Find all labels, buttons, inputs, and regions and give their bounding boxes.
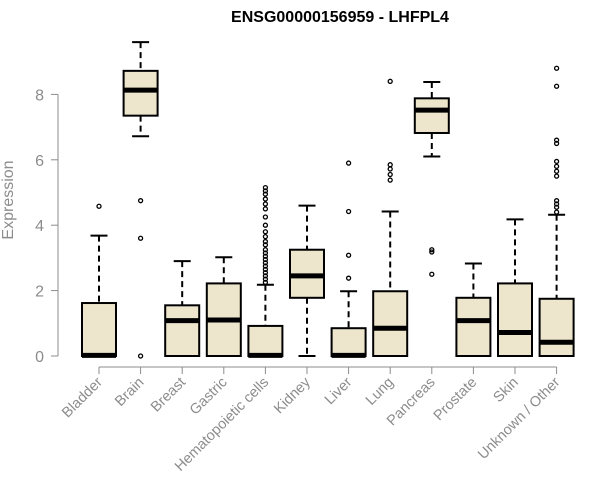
outlier-point <box>387 177 393 183</box>
outlier-point <box>553 209 560 215</box>
box-group <box>413 80 450 277</box>
iqr-box <box>122 69 159 117</box>
outlier-point <box>262 253 269 259</box>
y-axis-label: Expression <box>0 160 17 239</box>
outlier-point <box>262 233 269 240</box>
outlier-point <box>345 208 352 215</box>
iqr-box <box>81 302 117 357</box>
outlier-point <box>262 184 269 191</box>
outlier-point <box>553 173 560 179</box>
outlier-point <box>262 238 269 245</box>
y-tick-label: 4 <box>35 218 44 235</box>
outlier-point <box>262 191 269 197</box>
outlier-point <box>262 247 269 253</box>
outlier-point <box>262 188 269 194</box>
iqr-box <box>164 304 201 358</box>
outlier-point <box>262 201 269 207</box>
outlier-point <box>262 273 269 279</box>
outlier-point <box>345 275 352 281</box>
outlier-point <box>553 163 560 169</box>
outlier-point <box>553 204 560 210</box>
outlier-point <box>553 158 560 165</box>
outlier-point <box>262 229 269 235</box>
outlier-point <box>429 271 435 277</box>
outlier-point <box>387 166 393 172</box>
outlier-point <box>262 250 269 256</box>
iqr-box <box>413 97 450 134</box>
outlier-point <box>137 198 144 204</box>
iqr-box <box>372 290 409 357</box>
box-group <box>164 260 201 358</box>
outlier-point <box>262 260 269 266</box>
outlier-point <box>553 198 560 204</box>
y-tick-label: 8 <box>35 87 44 104</box>
x-tick-label: Skin <box>491 375 522 406</box>
chart-title: ENSG00000156959 - LHFPL4 <box>231 9 449 26</box>
box-group <box>205 256 242 358</box>
box-group <box>455 262 492 358</box>
box-group <box>247 184 284 358</box>
y-axis: 0 2 4 6 8 <box>35 87 59 366</box>
x-tick-label: Bladder <box>59 374 106 421</box>
outlier-point <box>262 222 269 228</box>
x-tick-label: Prostate <box>431 375 480 424</box>
iqr-box <box>247 324 284 357</box>
outlier-point <box>262 256 269 263</box>
iqr-box <box>455 296 492 358</box>
box-group <box>538 65 575 357</box>
outlier-point <box>387 162 393 168</box>
x-tick-label: Breast <box>148 375 189 416</box>
box-group <box>497 218 533 358</box>
x-tick-label: Lung <box>363 375 397 409</box>
outlier-point <box>553 137 560 143</box>
box-group <box>330 160 367 358</box>
x-tick-label: Brain <box>112 375 147 410</box>
box-group <box>81 203 117 358</box>
iqr-box <box>330 327 367 357</box>
outlier-point <box>553 201 560 207</box>
outlier-point <box>429 247 435 253</box>
boxes <box>81 41 575 359</box>
y-tick-label: 2 <box>35 284 44 301</box>
outlier-point <box>429 249 435 255</box>
outlier-point <box>387 78 393 84</box>
outlier-point <box>96 203 102 209</box>
iqr-box <box>538 297 575 357</box>
outlier-point <box>137 235 144 241</box>
box-group <box>372 78 409 357</box>
outlier-point <box>262 266 269 272</box>
outlier-point <box>553 83 560 89</box>
outlier-point <box>553 140 560 147</box>
y-tick-label: 6 <box>35 153 44 170</box>
outlier-point <box>553 168 560 174</box>
outlier-point <box>345 160 352 166</box>
outlier-point <box>262 276 269 282</box>
outlier-point <box>262 242 269 248</box>
box-group <box>122 41 159 359</box>
outlier-point <box>262 214 269 220</box>
outlier-point <box>262 206 269 212</box>
outlier-point <box>262 196 269 202</box>
box-group <box>289 204 325 357</box>
iqr-box <box>497 282 533 358</box>
outlier-point <box>387 171 393 178</box>
outlier-point <box>262 269 269 276</box>
outlier-point <box>553 65 560 71</box>
y-tick-label: 0 <box>35 349 44 366</box>
x-tick-label: Liver <box>322 374 356 408</box>
outlier-point <box>137 353 144 359</box>
outlier-point <box>262 279 269 286</box>
outlier-point <box>345 252 352 258</box>
x-tick-label: Kidney <box>271 374 314 417</box>
outlier-point <box>262 263 269 269</box>
